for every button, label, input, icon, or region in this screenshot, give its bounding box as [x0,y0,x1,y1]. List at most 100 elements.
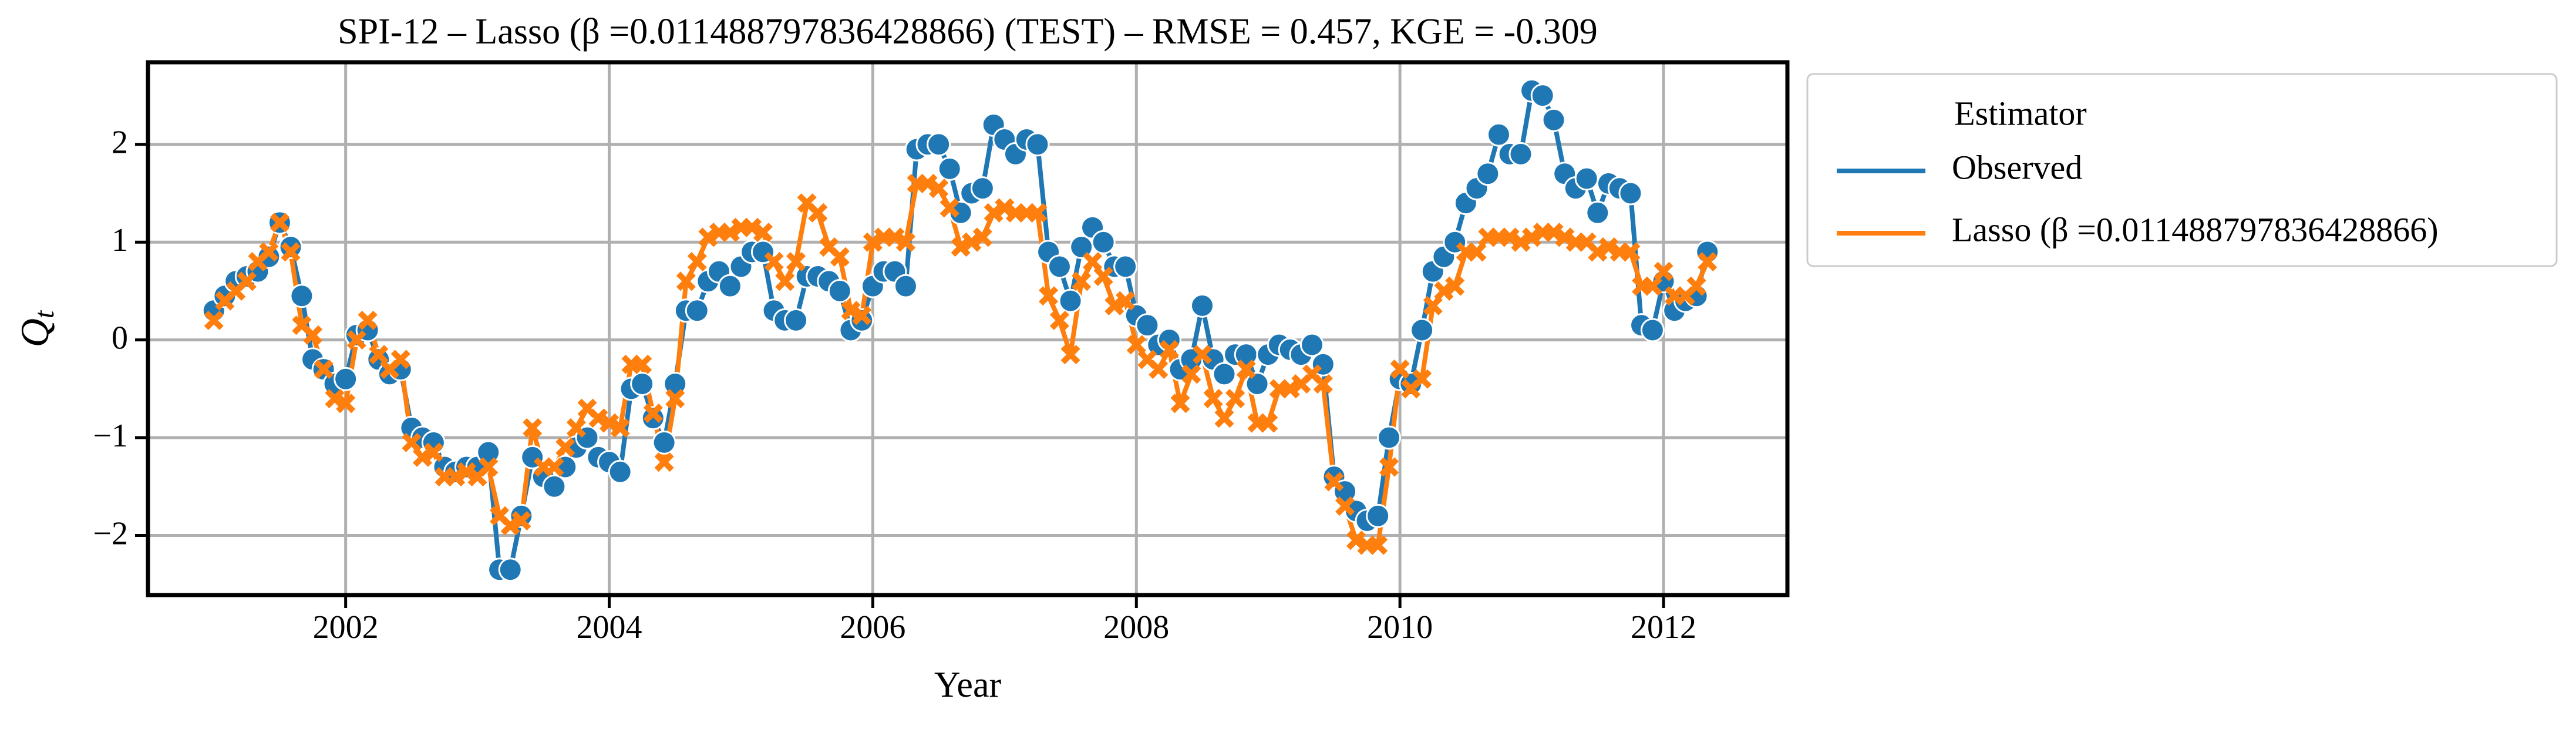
marker [1299,332,1324,357]
y-tick-label: 0 [112,320,128,356]
marker [1135,313,1160,338]
marker [1280,379,1300,399]
marker [281,242,301,262]
marker [1093,266,1113,286]
marker [641,406,665,431]
legend-box [1806,73,2558,267]
marker [895,232,916,252]
marker [918,173,938,193]
marker [863,232,883,252]
marker [1476,162,1500,186]
marker [412,447,433,467]
x-tick-label: 2008 [1103,609,1169,646]
marker [500,516,520,536]
marker [643,403,663,423]
y-axis-label-main: Q [12,318,57,347]
marker [830,247,850,267]
marker [1049,310,1069,330]
marker [314,360,334,379]
marker [1159,340,1179,360]
y-tick-label: 1 [112,222,128,258]
marker [1522,227,1542,247]
marker [498,557,523,582]
marker [608,459,632,484]
marker [1324,472,1344,492]
marker [555,438,575,458]
marker [786,251,806,272]
y-tick-label: 2 [112,125,128,161]
marker [544,457,564,477]
marker [630,372,655,397]
marker [894,274,918,298]
marker [1434,281,1454,301]
marker [1170,394,1190,414]
marker [1698,251,1718,272]
marker [1390,360,1410,379]
marker [1313,374,1333,394]
marker [995,198,1015,218]
marker [948,200,973,225]
marker [588,408,608,428]
marker [1555,227,1575,247]
marker [446,467,466,487]
marker [237,271,257,291]
marker [1530,83,1555,108]
chart-title: SPI-12 – Lasso (β =0.011488797836428866)… [338,12,1598,52]
marker [1410,318,1435,342]
marker [841,301,861,321]
marker [885,227,905,247]
x-tick-label: 2010 [1367,609,1433,646]
marker [610,418,630,438]
x-tick-label: 2006 [840,609,905,646]
marker [929,179,949,199]
marker [1203,388,1223,409]
marker [325,388,345,409]
marker [566,418,586,438]
marker [479,457,499,477]
marker [1113,254,1138,279]
marker [1654,261,1673,281]
marker [1091,230,1116,254]
marker [358,310,378,330]
marker [1366,503,1390,528]
marker [1377,425,1402,450]
marker [632,354,652,374]
marker [1083,251,1103,272]
marker [742,217,762,237]
marker [937,156,962,181]
marker [289,284,314,308]
marker [1585,200,1610,225]
marker [402,432,422,452]
marker [1060,345,1080,365]
marker [1588,242,1608,262]
marker [951,237,971,257]
marker [303,325,323,345]
marker [720,223,740,243]
marker [1445,276,1465,296]
legend-label: Lasso (β =0.011488797836428866) [1952,210,2439,248]
marker [1190,293,1214,318]
marker [1574,166,1599,191]
marker [423,442,443,462]
marker [542,474,567,499]
marker [456,462,477,482]
marker [1412,369,1432,389]
marker [1258,413,1278,433]
marker [1511,232,1531,252]
marker [1225,388,1245,409]
marker [257,244,281,269]
marker [369,345,389,365]
marker [970,176,995,201]
marker [962,232,982,252]
marker [852,305,872,325]
marker [1025,132,1050,157]
marker [685,298,709,323]
marker [1598,237,1618,257]
marker [599,413,619,433]
marker [1467,242,1487,262]
marker [1039,286,1059,306]
marker [1058,288,1083,313]
x-tick-label: 2002 [313,609,379,646]
marker [1379,457,1399,477]
